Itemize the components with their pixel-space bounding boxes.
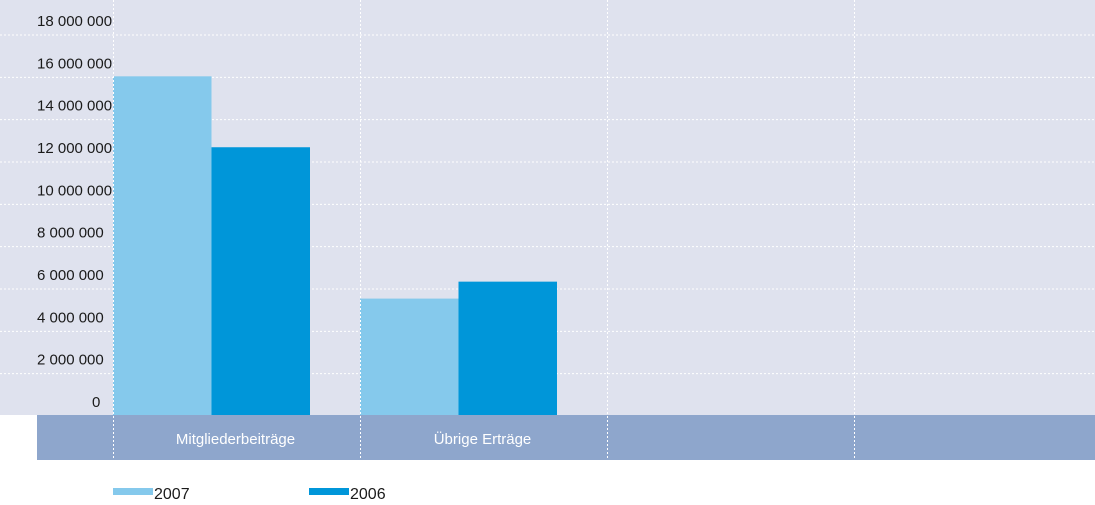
vertical-gridlines bbox=[113, 0, 855, 460]
y-axis-tick-labels: 0 2 000 000 4 000 000 6 000 000 8 000 000 10 … bbox=[37, 13, 112, 411]
category-labels: Mitgliederbeiträge Übrige Erträge bbox=[176, 430, 531, 448]
legend-swatch-2007 bbox=[113, 488, 153, 495]
y-tick-label: 4 000 000 bbox=[37, 309, 104, 326]
y-tick-label: 18 000 000 bbox=[37, 13, 112, 30]
category-band bbox=[37, 415, 1095, 460]
bar-2007-2 bbox=[360, 298, 459, 415]
legend-swatch-2006 bbox=[309, 488, 349, 495]
y-tick-label: 6 000 000 bbox=[37, 267, 104, 284]
legend-label-2007: 2007 bbox=[154, 486, 190, 503]
bars bbox=[113, 76, 557, 415]
bar-2006-1 bbox=[211, 147, 310, 415]
legend: 2007 2006 bbox=[113, 486, 386, 503]
y-tick-label: 8 000 000 bbox=[37, 225, 104, 242]
y-tick-label: 10 000 000 bbox=[37, 182, 112, 199]
horizontal-gridlines bbox=[0, 34, 1095, 375]
y-tick-label: 14 000 000 bbox=[37, 98, 112, 115]
y-tick-label: 12 000 000 bbox=[37, 140, 112, 157]
y-tick-label: 2 000 000 bbox=[37, 352, 104, 369]
category-label: Mitgliederbeiträge bbox=[176, 431, 295, 448]
legend-label-2006: 2006 bbox=[350, 486, 386, 503]
y-tick-label: 16 000 000 bbox=[37, 55, 112, 72]
bar-2006-2 bbox=[458, 281, 557, 415]
category-label: Übrige Erträge bbox=[434, 430, 532, 448]
y-tick-label: 0 bbox=[92, 394, 100, 411]
bar-2007-1 bbox=[113, 76, 212, 415]
